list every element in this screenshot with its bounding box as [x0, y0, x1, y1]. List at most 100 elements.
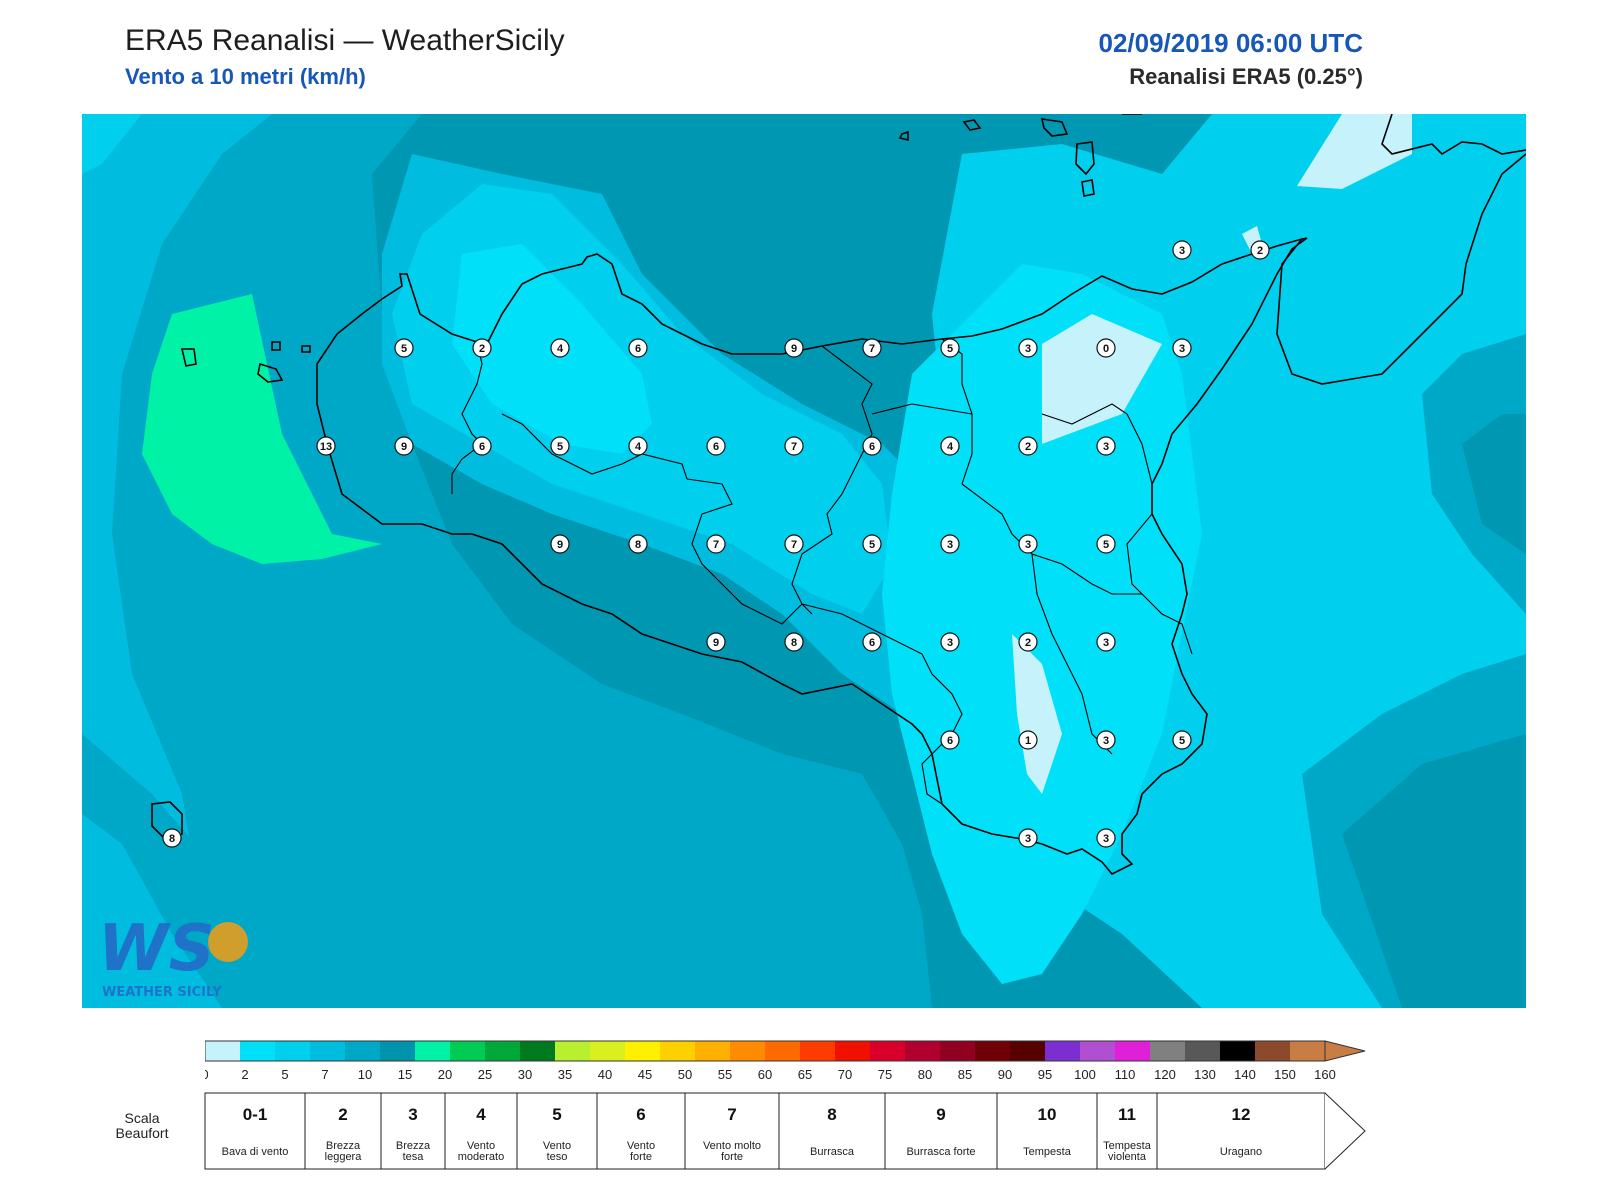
colorbar-tick-label: 160 — [1314, 1067, 1336, 1082]
wind-marker: 3 — [1172, 338, 1192, 358]
beaufort-description: Brezza leggera — [325, 1140, 363, 1163]
wind-marker: 3 — [1096, 632, 1116, 652]
beaufort-number: 0-1 — [243, 1105, 268, 1124]
logo-svg: WS WEATHER SICILY — [98, 912, 248, 1000]
beaufort-scale-label: Scala — [124, 1110, 159, 1126]
wind-marker: 8 — [628, 534, 648, 554]
colorbar-swatch — [1150, 1041, 1186, 1061]
beaufort-number: 2 — [338, 1105, 347, 1124]
wind-value-label: 2 — [1257, 245, 1263, 257]
wind-marker: 7 — [784, 436, 804, 456]
wind-marker: 9 — [784, 338, 804, 358]
colorbar-swatch — [275, 1041, 311, 1061]
colorbar-tick-label: 50 — [678, 1067, 692, 1082]
wind-marker: 6 — [628, 338, 648, 358]
colorbar-tick-label: 85 — [958, 1067, 972, 1082]
beaufort-number: 6 — [636, 1105, 645, 1124]
wind-value-label: 7 — [791, 441, 797, 453]
wind-marker: 3 — [1172, 240, 1192, 260]
logo-text: WEATHER SICILY — [102, 985, 222, 1000]
wind-value-label: 13 — [320, 441, 332, 453]
colorbar-swatch — [835, 1041, 871, 1061]
beaufort-description: Burrasca forte — [906, 1146, 975, 1158]
beaufort-class: 11 Tempesta violenta — [1096, 1092, 1158, 1170]
wind-value-label: 5 — [869, 539, 875, 551]
strong-wind-area — [142, 294, 382, 564]
colorbar-tick-label: 75 — [878, 1067, 892, 1082]
colorbar-swatch — [905, 1041, 941, 1061]
colorbar-swatch — [590, 1041, 626, 1061]
colorbar-tick-label: 15 — [398, 1067, 412, 1082]
beaufort-arrow — [1324, 1092, 1366, 1170]
beaufort-class: 5 Vento teso — [516, 1092, 598, 1170]
colorbar-swatch — [555, 1041, 591, 1061]
beaufort-class: 8 Burrasca — [778, 1092, 886, 1170]
colorbar-swatch — [1290, 1041, 1326, 1061]
colorbar-tick-label: 10 — [358, 1067, 372, 1082]
wind-value-label: 5 — [1179, 735, 1185, 747]
beaufort-description: Vento teso — [543, 1140, 571, 1163]
wind-value-label: 3 — [1103, 441, 1109, 453]
beaufort-class: 0-1 Bava di vento — [204, 1092, 306, 1170]
weather-sicily-logo: WS WEATHER SICILY — [96, 906, 256, 1002]
wind-value-label: 3 — [1025, 343, 1031, 355]
wind-marker: 2 — [1018, 632, 1038, 652]
wind-value-label: 4 — [557, 343, 564, 355]
wind-marker: 2 — [1018, 436, 1038, 456]
colorbar-arrow — [1324, 1040, 1366, 1062]
beaufort-description: Vento molto forte — [703, 1140, 761, 1163]
wind-marker: 0 — [1096, 338, 1116, 358]
wind-marker: 1 — [1018, 730, 1038, 750]
wind-marker: 2 — [1250, 240, 1270, 260]
beaufort-class: 3 Brezza tesa — [380, 1092, 446, 1170]
colorbar-tick-label: 7 — [321, 1067, 328, 1082]
beaufort-class: 2 Brezza leggera — [304, 1092, 382, 1170]
wind-marker: 9 — [706, 632, 726, 652]
wind-marker: 4 — [940, 436, 960, 456]
colorbar-swatch — [940, 1041, 976, 1061]
colorbar-tick-label: 35 — [558, 1067, 572, 1082]
wind-marker: 7 — [862, 338, 882, 358]
beaufort-class: 7 Vento molto forte — [684, 1092, 780, 1170]
wind-value-label: 3 — [1103, 637, 1109, 649]
beaufort-number: 3 — [408, 1105, 417, 1124]
wind-value-label: 9 — [557, 539, 563, 551]
colorbar-swatch — [345, 1041, 381, 1061]
wind-marker: 8 — [162, 828, 182, 848]
wind-value-label: 6 — [635, 343, 641, 355]
beaufort-description: Uragano — [1220, 1146, 1262, 1158]
colorbar-swatch — [240, 1041, 276, 1061]
wind-value-label: 5 — [557, 441, 563, 453]
wind-value-label: 4 — [635, 441, 642, 453]
beaufort-class: 12 Uragano — [1156, 1092, 1326, 1170]
beaufort-scale-label: Beaufort — [116, 1125, 169, 1141]
colorbar-tick-label: 2 — [241, 1067, 248, 1082]
beaufort-number: 12 — [1232, 1105, 1251, 1124]
wind-marker: 3 — [940, 632, 960, 652]
beaufort-number: 11 — [1118, 1105, 1136, 1124]
map-subtitle: Vento a 10 metri (km/h) — [125, 64, 366, 89]
wind-marker: 3 — [1096, 436, 1116, 456]
colorbar-tick-label: 65 — [798, 1067, 812, 1082]
wind-marker: 3 — [1018, 534, 1038, 554]
colorbar-tick-label: 100 — [1074, 1067, 1096, 1082]
wind-value-label: 8 — [791, 637, 797, 649]
beaufort-description: Burrasca — [810, 1146, 855, 1158]
wind-value-label: 3 — [1179, 343, 1185, 355]
wind-marker: 7 — [784, 534, 804, 554]
wind-marker: 2 — [472, 338, 492, 358]
beaufort-description: Bava di vento — [222, 1146, 289, 1158]
wind-marker: 5 — [394, 338, 414, 358]
beaufort-description: Vento moderato — [458, 1140, 504, 1163]
colorbar-tick-label: 150 — [1274, 1067, 1296, 1082]
wind-value-label: 9 — [713, 637, 719, 649]
colorbar-tick-label: 45 — [638, 1067, 652, 1082]
colorbar-tick-label: 30 — [518, 1067, 532, 1082]
wind-value-label: 1 — [1025, 735, 1031, 747]
colorbar-swatch — [485, 1041, 521, 1061]
beaufort-description: Vento forte — [627, 1140, 655, 1163]
colorbar-swatch — [205, 1041, 241, 1061]
wind-map-svg: 3 25 2 4 6 9 7 5 3 0 313 9 6 5 4 6 7 6 4 2 39 8 7 7 5 3 3 59 8 6 3 2 36 1… — [82, 114, 1526, 1008]
colorbar-tick-label: 95 — [1038, 1067, 1052, 1082]
